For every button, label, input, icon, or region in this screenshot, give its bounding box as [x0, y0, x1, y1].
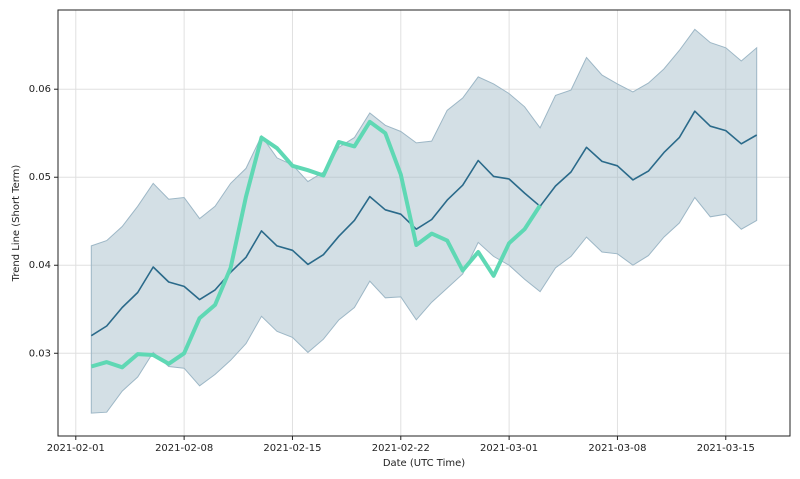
x-tick-label: 2021-03-08 [588, 443, 646, 454]
y-axis-label: Trend Line (Short Term) [11, 165, 22, 283]
x-tick-label: 2021-02-08 [155, 443, 213, 454]
y-tick-label: 0.03 [29, 348, 51, 359]
x-tick-label: 2021-03-15 [697, 443, 755, 454]
x-tick-label: 2021-02-22 [372, 443, 430, 454]
x-tick-label: 2021-02-01 [47, 443, 105, 454]
confidence-band [90, 28, 758, 414]
x-axis-label: Date (UTC Time) [383, 458, 465, 469]
x-tick-label: 2021-02-15 [263, 443, 321, 454]
trend-line [90, 110, 758, 337]
y-tick-label: 0.04 [29, 260, 51, 271]
trend-line [90, 119, 542, 370]
plot-frame [57, 9, 791, 437]
y-tick-label: 0.06 [29, 84, 51, 95]
y-tick-label: 0.05 [29, 172, 51, 183]
x-tick-label: 2021-03-01 [480, 443, 538, 454]
